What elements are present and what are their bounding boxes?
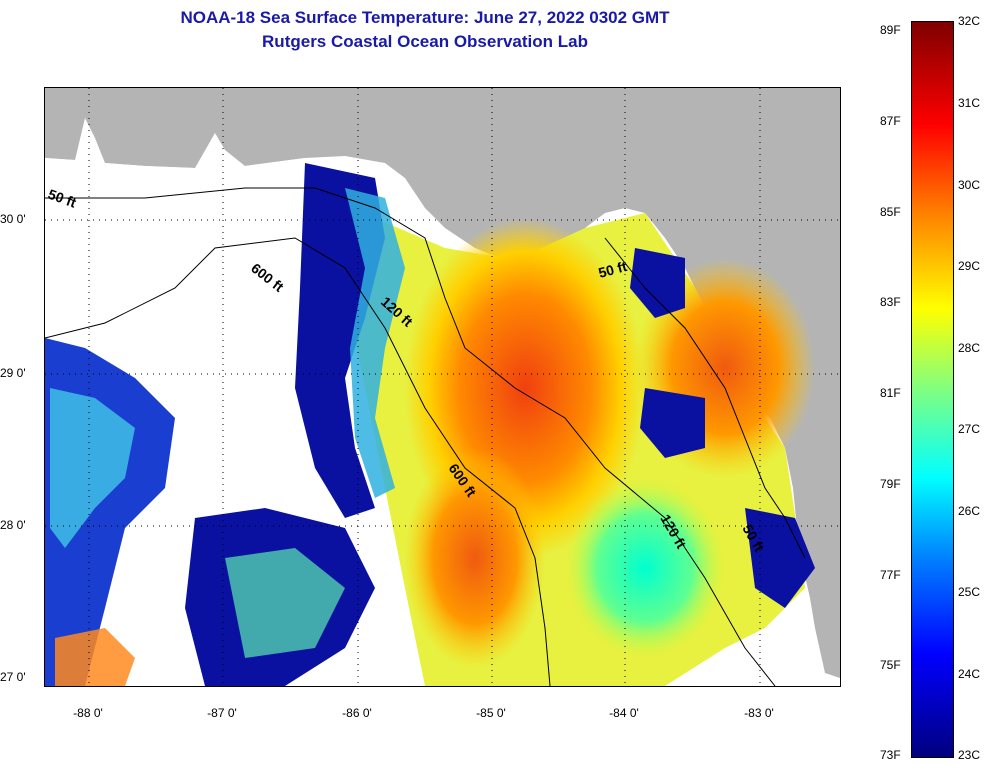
colorbar-c-label: 32C — [958, 14, 981, 28]
sst-east-blue-3 — [745, 508, 815, 608]
colorbar-c-label: 31C — [958, 96, 981, 110]
colorbar-f-label: 79F — [880, 477, 901, 491]
colorbar-c-label: 26C — [958, 504, 981, 518]
contour-50ft-line — [604, 237, 806, 559]
land-mass — [45, 88, 840, 678]
lon-label: -84 0' — [609, 706, 639, 720]
sst-southwest-cyan — [50, 388, 135, 548]
sst-cool-patch — [565, 478, 725, 658]
sst-southwest-warm — [55, 628, 135, 686]
colorbar-f-label: 77F — [880, 568, 901, 582]
temperature-colorbar — [911, 21, 954, 758]
bathymetry-contours — [45, 187, 806, 686]
colorbar-f-label: 85F — [880, 205, 901, 219]
colorbar-c-label: 29C — [958, 259, 981, 273]
lon-label: -85 0' — [476, 706, 506, 720]
colorbar-f-label: 75F — [880, 658, 901, 672]
colorbar-c-label: 28C — [958, 341, 981, 355]
lon-label: -88 0' — [73, 706, 103, 720]
coastal-lowland — [45, 118, 305, 200]
map-title: NOAA-18 Sea Surface Temperature: June 27… — [180, 8, 670, 27]
colorbar-f-label: 81F — [880, 386, 901, 400]
map-subtitle: Rutgers Coastal Ocean Observation Lab — [262, 32, 588, 51]
colorbar-c-label: 27C — [958, 422, 981, 436]
lat-label: 29 0' — [0, 366, 26, 380]
lat-label: 30 0' — [0, 212, 26, 226]
lon-label: -83 0' — [744, 706, 774, 720]
sst-south-cyan — [225, 548, 345, 658]
colorbar-c-label: 23C — [958, 748, 981, 762]
graticule — [45, 88, 840, 686]
lon-label: -86 0' — [342, 706, 372, 720]
contour-600ft-line — [45, 237, 551, 686]
lat-label: 28 0' — [0, 518, 26, 532]
colorbar-f-label: 83F — [880, 295, 901, 309]
sst-cyan-fringe — [345, 188, 405, 498]
contour-120ft-line — [45, 187, 776, 686]
sst-map: 50 ft 600 ft 120 ft 50 ft 600 ft 120 ft … — [44, 87, 841, 687]
sst-warm-south — [405, 448, 545, 668]
lon-label: -87 0' — [207, 706, 237, 720]
sst-east-blue-2 — [640, 388, 705, 458]
contour-label: 600 ft — [248, 260, 287, 295]
colorbar-f-label: 87F — [880, 114, 901, 128]
colorbar-c-label: 25C — [958, 585, 981, 599]
colorbar-c-label: 24C — [958, 667, 981, 681]
colorbar-c-label: 30C — [958, 178, 981, 192]
lat-label: 27 0' — [0, 670, 26, 684]
colorbar-f-label: 73F — [880, 748, 901, 762]
colorbar-f-label: 89F — [880, 23, 901, 37]
sst-east-blue-1 — [630, 248, 685, 318]
sst-map-canvas: 50 ft 600 ft 120 ft 50 ft 600 ft 120 ft … — [45, 88, 840, 686]
contour-label: 50 ft — [597, 258, 629, 281]
